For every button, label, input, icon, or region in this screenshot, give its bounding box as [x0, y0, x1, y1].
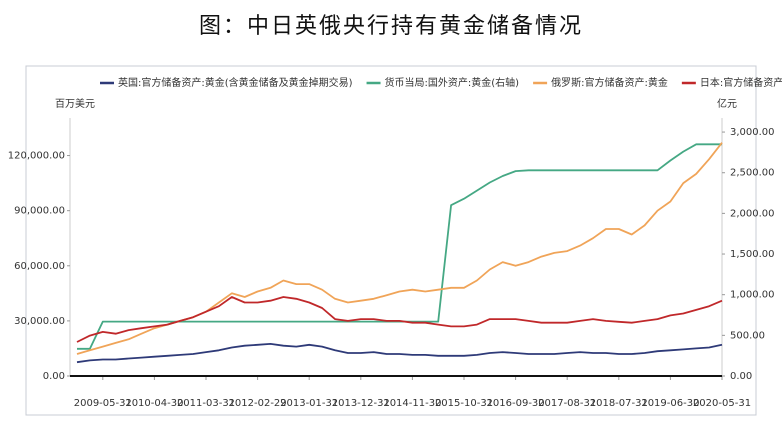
legend-label: 货币当局:国外资产:黄金(右轴) — [385, 76, 520, 89]
y2-tick-label: 1,500.00 — [730, 249, 775, 260]
y2-tick-label: 3,000.00 — [730, 127, 775, 138]
y2-tick-label: 0.00 — [730, 371, 752, 382]
y2-tick-label: 2,000.00 — [730, 208, 775, 219]
y-tick-label: 120,000.00 — [8, 151, 65, 162]
y-tick-label: 60,000.00 — [14, 261, 65, 272]
x-tick-label: 2010-04-30 — [125, 398, 183, 409]
x-tick-label: 2020-05-31 — [693, 398, 751, 409]
x-tick-label: 2016-09-30 — [487, 398, 545, 409]
y-tick-label: 30,000.00 — [14, 316, 65, 327]
x-tick-label: 2017-08-31 — [538, 398, 596, 409]
y2-tick-label: 500.00 — [730, 330, 765, 341]
x-tick-label: 2018-07-31 — [590, 398, 648, 409]
x-tick-label: 2014-11-30 — [383, 398, 441, 409]
y2-axis-label: 亿元 — [717, 97, 737, 110]
chart-title: 图：中日英俄央行持有黄金储备情况 — [199, 14, 583, 39]
x-tick-label: 2011-03-31 — [177, 398, 235, 409]
series-line — [77, 143, 722, 350]
legend-label: 俄罗斯:官方储备资产:黄金 — [551, 76, 668, 89]
x-tick-label: 2019-06-30 — [641, 398, 699, 409]
x-tick-label: 2015-10-31 — [435, 398, 493, 409]
y-tick-label: 0.00 — [43, 371, 65, 382]
y-axis-label: 百万美元 — [55, 97, 95, 110]
series-line — [76, 296, 723, 343]
y-tick-label: 90,000.00 — [14, 206, 65, 217]
series-line — [76, 343, 723, 364]
chart-frame — [25, 65, 757, 416]
x-tick-label: 2013-01-31 — [280, 398, 338, 409]
x-tick-label: 2012-02-29 — [229, 398, 287, 409]
x-tick-label: 2009-05-31 — [74, 398, 132, 409]
y2-tick-label: 1,000.00 — [730, 290, 775, 301]
x-tick-label: 2013-12-31 — [332, 398, 390, 409]
y2-tick-label: 2,500.00 — [730, 168, 775, 179]
legend-label: 日本:官方储备资产:黄金 — [700, 76, 782, 89]
legend-label: 英国:官方储备资产:黄金(含黄金储备及黄金掉期交易) — [118, 76, 353, 89]
